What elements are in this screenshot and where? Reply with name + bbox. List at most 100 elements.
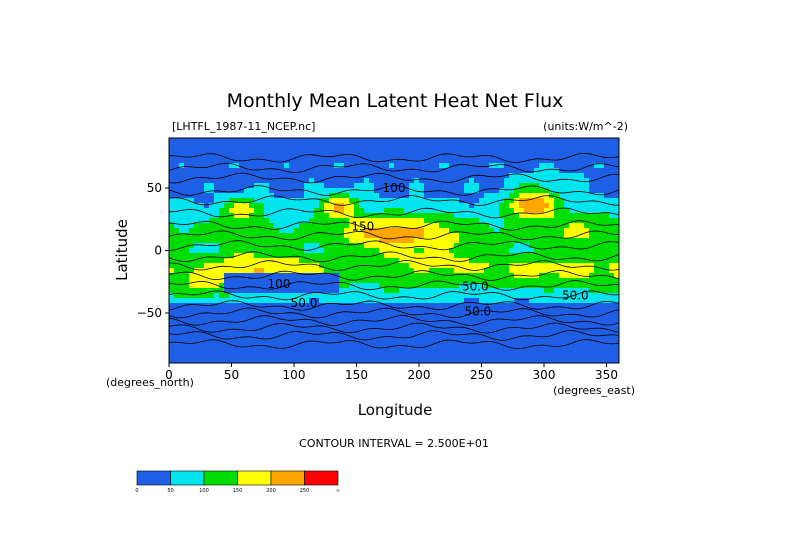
flux-cell	[459, 353, 465, 359]
flux-cell	[484, 348, 490, 354]
flux-cell	[379, 168, 385, 174]
flux-cell	[549, 278, 555, 284]
contour-line	[169, 322, 619, 334]
flux-cell	[434, 333, 440, 339]
flux-cell	[514, 323, 520, 329]
flux-cell	[594, 343, 600, 349]
flux-cell	[539, 198, 545, 204]
flux-cell	[289, 238, 295, 244]
flux-cell	[579, 308, 585, 314]
flux-cell	[549, 248, 555, 254]
flux-cell	[259, 298, 265, 304]
flux-cell	[534, 143, 540, 149]
flux-cell	[189, 358, 195, 363]
flux-cell	[469, 138, 475, 144]
flux-cell	[229, 258, 235, 264]
flux-cell	[569, 158, 575, 164]
flux-cell	[494, 243, 500, 249]
flux-cell	[284, 343, 290, 349]
flux-cell	[529, 188, 535, 194]
flux-cell	[414, 283, 420, 289]
flux-cell	[289, 288, 295, 294]
flux-cell	[469, 358, 475, 363]
flux-cell	[469, 353, 475, 359]
flux-cell	[574, 223, 580, 229]
flux-cell	[364, 328, 370, 334]
flux-cell	[329, 283, 335, 289]
flux-cell	[279, 308, 285, 314]
flux-cell	[584, 143, 590, 149]
flux-cell	[314, 283, 320, 289]
flux-cell	[594, 173, 600, 179]
flux-cell	[569, 323, 575, 329]
flux-cell	[299, 333, 305, 339]
flux-cell	[404, 148, 410, 154]
flux-cell	[594, 218, 600, 224]
flux-cell	[209, 313, 215, 319]
flux-cell	[419, 263, 425, 269]
flux-cell	[559, 168, 565, 174]
flux-cell	[299, 348, 305, 354]
flux-cell	[204, 148, 210, 154]
flux-cell	[399, 213, 405, 219]
flux-cell	[599, 358, 605, 363]
flux-cell	[269, 208, 275, 214]
flux-cell	[564, 238, 570, 244]
flux-cell	[374, 283, 380, 289]
flux-cell	[169, 328, 175, 334]
flux-cell	[504, 208, 510, 214]
flux-cell	[579, 333, 585, 339]
flux-cell	[174, 143, 180, 149]
flux-cell	[269, 203, 275, 209]
flux-cell	[269, 353, 275, 359]
flux-cell	[384, 223, 390, 229]
flux-cell	[389, 273, 395, 279]
flux-cell	[559, 198, 565, 204]
flux-cell	[424, 298, 430, 304]
flux-cell	[244, 208, 250, 214]
flux-cell	[339, 138, 345, 144]
flux-cell	[209, 303, 215, 309]
flux-cell	[279, 343, 285, 349]
flux-cell	[299, 188, 305, 194]
flux-cell	[294, 263, 300, 269]
flux-cell	[524, 303, 530, 309]
flux-cell	[269, 148, 275, 154]
flux-cell	[229, 273, 235, 279]
flux-cell	[539, 188, 545, 194]
flux-cell	[174, 353, 180, 359]
y-axis-ticks: 500−50	[137, 181, 169, 320]
flux-cell	[279, 148, 285, 154]
flux-cell	[434, 208, 440, 214]
flux-cell	[429, 298, 435, 304]
flux-cell	[274, 318, 280, 324]
flux-cell	[459, 263, 465, 269]
flux-cell	[374, 348, 380, 354]
flux-cell	[494, 168, 500, 174]
flux-cell	[554, 263, 560, 269]
flux-cell	[439, 143, 445, 149]
flux-cell	[314, 178, 320, 184]
flux-cell	[514, 343, 520, 349]
flux-cell	[569, 358, 575, 363]
flux-cell	[289, 148, 295, 154]
flux-cell	[374, 328, 380, 334]
flux-cell	[199, 318, 205, 324]
flux-cell	[459, 163, 465, 169]
flux-cell	[444, 188, 450, 194]
flux-cell	[554, 253, 560, 259]
flux-cell	[299, 213, 305, 219]
flux-cell	[364, 218, 370, 224]
flux-cell	[439, 358, 445, 363]
flux-cell	[459, 328, 465, 334]
flux-cell	[519, 353, 525, 359]
flux-cell	[304, 268, 310, 274]
flux-cell	[444, 298, 450, 304]
flux-cell	[204, 183, 210, 189]
flux-cell	[509, 318, 515, 324]
flux-cell	[174, 203, 180, 209]
flux-cell	[479, 138, 485, 144]
flux-cell	[394, 178, 400, 184]
flux-cell	[429, 153, 435, 159]
flux-cell	[369, 248, 375, 254]
